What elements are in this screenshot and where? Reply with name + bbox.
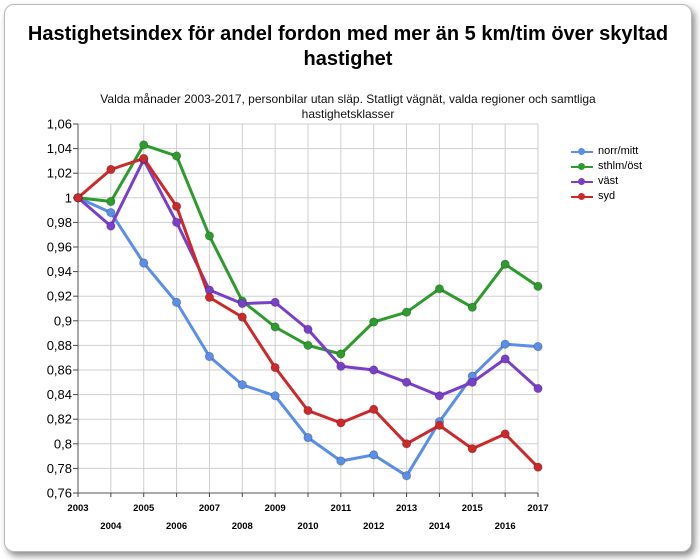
legend-label: norr/mitt <box>598 145 639 157</box>
data-point <box>204 292 215 303</box>
x-tick-label: 2010 <box>297 521 318 532</box>
data-point <box>106 164 116 175</box>
legend-label: sthlm/öst <box>598 160 643 172</box>
data-point <box>369 404 379 414</box>
data-point <box>533 281 543 291</box>
data-point <box>204 231 215 241</box>
data-point <box>533 462 543 472</box>
x-tick-label: 2004 <box>100 521 122 532</box>
data-point <box>171 217 182 227</box>
x-tick-label: 2006 <box>166 521 187 532</box>
data-point <box>533 342 543 352</box>
x-tick-label: 2008 <box>232 521 253 532</box>
y-tick-label: 0,9 <box>54 313 72 328</box>
legend-item: norr/mitt <box>571 144 681 159</box>
data-point <box>139 153 149 164</box>
data-point <box>303 324 313 335</box>
x-tick-label: 2011 <box>331 503 352 514</box>
y-tick-label: 0,82 <box>47 412 72 427</box>
x-tick-label: 2009 <box>265 503 286 514</box>
data-point <box>270 362 280 373</box>
x-tick-label: 2015 <box>462 503 484 514</box>
data-point <box>106 221 116 231</box>
y-tick-label: 0,96 <box>47 240 72 255</box>
data-point <box>369 365 379 375</box>
data-point <box>204 351 215 362</box>
data-point <box>336 418 346 428</box>
data-point <box>270 322 280 332</box>
legend-item: väst <box>571 174 681 189</box>
data-point <box>73 193 83 203</box>
y-tick-label: 1,02 <box>47 166 72 181</box>
legend-marker <box>578 178 585 185</box>
data-point <box>303 433 313 443</box>
y-tick-label: 0,88 <box>47 338 72 353</box>
data-point <box>336 361 346 371</box>
y-tick-label: 0,78 <box>47 461 72 476</box>
chart-legend: norr/mitt sthlm/öst väst syd <box>571 144 681 204</box>
data-point <box>171 297 182 307</box>
data-point <box>139 258 149 268</box>
data-point <box>303 405 313 416</box>
data-point <box>270 391 280 401</box>
data-point <box>303 340 313 350</box>
x-tick-label: 2007 <box>199 503 220 514</box>
chart-subtitle: Valda månader 2003-2017, personbilar uta… <box>100 92 596 121</box>
y-tick-label: 0,86 <box>47 363 72 378</box>
legend-marker <box>578 163 585 170</box>
data-point <box>369 317 379 327</box>
data-point <box>369 450 379 460</box>
x-tick-label: 2014 <box>429 521 451 532</box>
data-point <box>237 298 247 309</box>
data-point <box>171 201 182 212</box>
chart-title: Hastighetsindex för andel fordon med mer… <box>27 23 669 70</box>
data-point <box>500 429 510 439</box>
data-point <box>106 207 116 218</box>
data-point <box>500 339 510 349</box>
data-point <box>237 380 247 390</box>
x-tick-label: 2016 <box>495 521 516 532</box>
data-point <box>401 307 412 317</box>
data-point <box>500 259 510 269</box>
data-point <box>434 284 445 294</box>
x-tick-label: 2003 <box>67 503 88 514</box>
y-tick-label: 0,94 <box>47 264 72 279</box>
y-tick-label: 1,06 <box>47 117 72 132</box>
data-point <box>336 456 346 466</box>
data-point <box>336 349 346 359</box>
data-point <box>401 377 412 387</box>
data-point <box>467 377 477 387</box>
legend-item: sthlm/öst <box>571 159 681 174</box>
data-point <box>270 297 280 307</box>
y-tick-label: 0,84 <box>47 387 72 402</box>
y-tick-label: 0,76 <box>47 486 72 501</box>
data-point <box>401 471 412 481</box>
data-point <box>434 391 445 401</box>
legend-label: syd <box>598 190 616 202</box>
y-tick-label: 0,98 <box>47 215 72 230</box>
data-point <box>533 383 543 394</box>
data-point <box>106 196 116 207</box>
legend-item: syd <box>571 189 681 204</box>
legend-marker <box>578 148 585 155</box>
data-point <box>401 439 412 449</box>
legend-marker <box>578 193 585 200</box>
x-tick-label: 2013 <box>396 503 417 514</box>
x-tick-label: 2017 <box>527 503 548 514</box>
y-tick-label: 1 <box>65 190 72 205</box>
x-tick-label: 2012 <box>363 521 384 532</box>
data-point <box>237 312 247 322</box>
y-tick-label: 1,04 <box>47 141 72 156</box>
data-point <box>434 420 445 430</box>
y-tick-label: 0,92 <box>47 289 72 304</box>
x-tick-label: 2005 <box>133 503 155 514</box>
data-point <box>500 354 510 364</box>
data-point <box>139 140 149 150</box>
data-point <box>467 302 477 312</box>
y-tick-label: 0,8 <box>54 436 72 451</box>
legend-label: väst <box>598 175 619 187</box>
data-point <box>171 151 182 161</box>
data-point <box>467 444 477 454</box>
